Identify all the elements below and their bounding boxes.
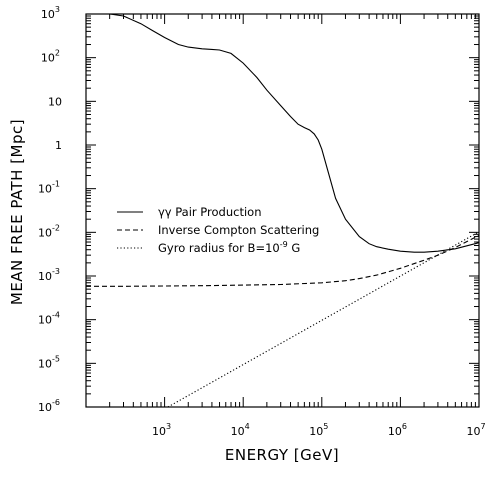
x-tick-label: 104 [231,422,250,438]
series-line-1 [109,13,480,253]
x-tick-label: 103 [152,422,171,438]
x-tick-label: 105 [309,422,328,438]
legend: γγ Pair Production Inverse Compton Scatte… [117,205,319,255]
x-tick-label: 106 [388,422,407,438]
series-line-2 [86,234,480,287]
y-axis-title: MEAN FREE PATH [Mpc] [8,119,26,305]
y-tick-label: 103 [41,5,60,21]
y-tick-label: 102 [41,49,60,65]
legend-label-2: Inverse Compton Scattering [158,223,319,237]
y-tick-label: 10-1 [38,180,60,196]
y-tick-label: 10 [48,95,62,108]
legend-label-1: γγ Pair Production [158,205,262,219]
y-tick-label: 10-4 [38,311,60,327]
y-tick-label: 10-5 [38,354,60,370]
y-tick-label: 10-2 [38,223,60,239]
y-tick-label: 10-3 [38,267,60,283]
y-tick-label: 1 [55,139,62,152]
axis-ticks: 103 104 105 106 107 10-6 10-5 10-4 10-3 10-2 10-1 1… [38,5,486,438]
plot-frame [85,13,480,408]
series-lines [86,13,480,408]
series-line-3 [167,231,480,408]
x-axis-title: ENERGY [GeV] [225,446,339,464]
y-tick-label: 10-6 [38,398,60,414]
x-tick-label: 107 [466,422,485,438]
legend-label-3: Gyro radius for B=10-9 G [158,240,300,255]
